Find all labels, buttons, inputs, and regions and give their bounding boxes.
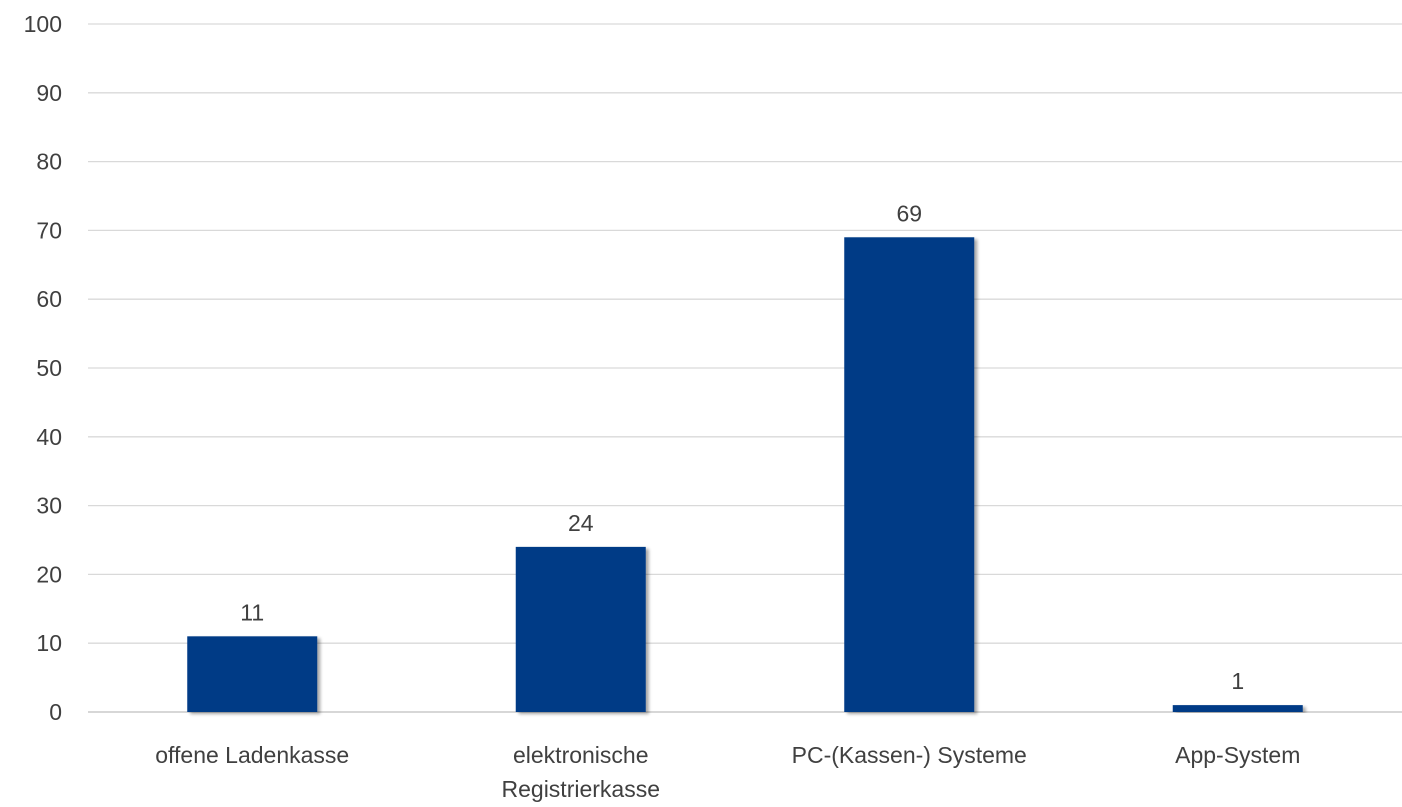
y-tick-label: 100 — [24, 11, 62, 37]
gridlines — [88, 23, 1402, 713]
bar — [515, 546, 646, 712]
y-tick-label: 60 — [36, 286, 62, 312]
bar — [1172, 705, 1303, 712]
y-tick-label: 40 — [36, 424, 62, 450]
x-axis-category-labels: offene Ladenkasse elektronische Registrier… — [155, 742, 1300, 802]
y-tick-label: 50 — [36, 355, 62, 381]
x-category-label: offene Ladenkasse — [155, 742, 349, 768]
y-tick-label: 10 — [36, 630, 62, 656]
x-category-label: App-System — [1175, 742, 1300, 768]
y-tick-label: 90 — [36, 80, 62, 106]
y-axis-tick-labels: 0 10 20 30 40 50 60 70 80 90 100 — [24, 11, 62, 725]
bars — [187, 237, 1303, 712]
bar — [844, 237, 975, 712]
x-category-label: Registrierkasse — [502, 776, 661, 802]
data-label: 24 — [568, 510, 594, 536]
x-category-label: PC-(Kassen-) Systeme — [792, 742, 1027, 768]
data-label: 11 — [240, 599, 264, 625]
x-category-label: elektronische — [513, 742, 649, 768]
y-tick-label: 70 — [36, 217, 62, 243]
y-tick-label: 80 — [36, 149, 62, 175]
bar — [187, 636, 318, 712]
data-labels: 11 24 69 1 — [240, 200, 1244, 694]
y-tick-label: 0 — [49, 699, 62, 725]
y-tick-label: 30 — [36, 493, 62, 519]
data-label: 69 — [896, 200, 922, 226]
y-tick-label: 20 — [36, 561, 62, 587]
data-label: 1 — [1231, 668, 1244, 694]
